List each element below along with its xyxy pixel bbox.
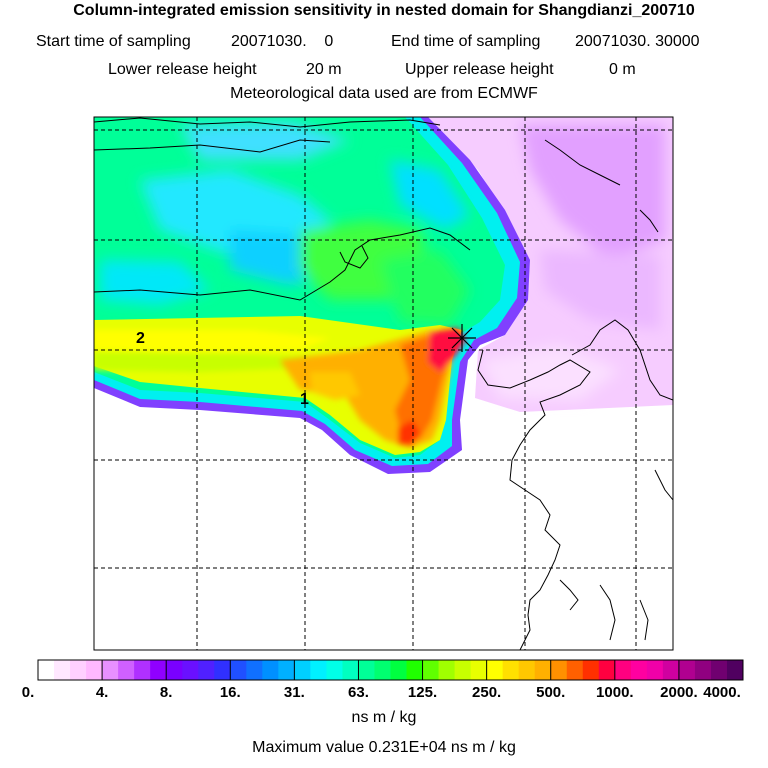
colorbar-bin xyxy=(566,660,584,680)
cyan-patch xyxy=(180,122,350,160)
yellow-light-band xyxy=(94,330,330,352)
colorbar-bin xyxy=(278,660,295,680)
colorbar-tick-label: 500. xyxy=(536,684,566,701)
coastline xyxy=(639,599,649,641)
title: Column-integrated emission sensitivity i… xyxy=(73,2,695,19)
border-line xyxy=(339,245,369,269)
colorbar-bin xyxy=(662,660,680,680)
coastline xyxy=(559,579,579,611)
pink-sensitivity-patch xyxy=(520,125,665,260)
colorbar-bin xyxy=(390,660,408,680)
end-time-label: End time of sampling xyxy=(391,33,541,50)
colorbar-tick-label: 31. xyxy=(283,684,305,701)
colorbar-bin xyxy=(310,660,327,680)
start-time-label: Start time of sampling xyxy=(36,33,191,50)
plume-red xyxy=(398,420,420,446)
coastline xyxy=(599,584,616,641)
green-patch xyxy=(380,250,470,325)
colorbar-bin xyxy=(246,660,263,680)
coastline xyxy=(654,469,673,501)
pink-sensitivity-patch xyxy=(540,250,660,330)
colorbar-tick-label: 1000. xyxy=(596,684,634,701)
colorbar-bin xyxy=(182,660,199,680)
colorbar-bin xyxy=(198,660,215,680)
colorbar-bin xyxy=(294,660,311,680)
colorbar-tick-label: 2000. xyxy=(660,684,698,701)
colorbar-bin xyxy=(534,660,552,680)
colorbar-tick-label: 4. xyxy=(95,684,109,701)
coastline xyxy=(639,209,659,233)
graticule xyxy=(94,117,673,650)
colorbar-bin xyxy=(342,660,359,680)
colorbar-bin xyxy=(118,660,135,680)
colorbar-bin xyxy=(102,660,119,680)
colorbar-tick-label: 125. xyxy=(407,684,438,701)
colorbar-bin xyxy=(582,660,600,680)
colorbar-bin xyxy=(54,660,71,680)
station-star-marker xyxy=(448,324,476,352)
colorbar-bin xyxy=(726,660,744,680)
border-line xyxy=(94,227,471,301)
colorbar-bin xyxy=(230,660,247,680)
maximum-value-line: Maximum value 0.231E+04 ns m / kg xyxy=(252,739,516,756)
colorbar-bin xyxy=(438,660,456,680)
colorbar-bin xyxy=(70,660,87,680)
colorbar-bin xyxy=(470,660,488,680)
coastline xyxy=(571,319,673,401)
coastline xyxy=(477,349,591,650)
coastlines xyxy=(94,117,673,650)
colorbar-bin xyxy=(262,660,279,680)
coastline xyxy=(544,139,621,186)
colorbar-bin xyxy=(134,660,151,680)
colorbar-bin xyxy=(598,660,616,680)
colorbar-tick-label: 4000. xyxy=(703,684,741,701)
route-label-2: 2 xyxy=(136,330,145,347)
colorbar-bin xyxy=(502,660,520,680)
colorbar-bin xyxy=(422,660,440,680)
colorbar-tick-label: 250. xyxy=(472,684,502,701)
colorbar-bin xyxy=(486,660,504,680)
map-frame xyxy=(93,116,674,651)
end-time-value: 20071030. 30000 xyxy=(575,33,700,50)
light-green-band xyxy=(94,352,320,372)
colorbar-bin xyxy=(646,660,664,680)
colorbar-bin xyxy=(454,660,472,680)
lower-height-label: Lower release height xyxy=(108,61,257,78)
colorbar-bin xyxy=(614,660,632,680)
colorbar-bin xyxy=(694,660,712,680)
colorbar-frame xyxy=(37,659,744,681)
colorbar-bin xyxy=(358,660,375,680)
upper-height-label: Upper release height xyxy=(405,61,554,78)
colorbar-bin xyxy=(630,660,648,680)
colorbar-bin xyxy=(406,660,424,680)
colorbar-bin xyxy=(150,660,167,680)
colorbar-bin xyxy=(518,660,536,680)
colorbar-tick-label: 16. xyxy=(219,684,241,701)
border-line xyxy=(94,117,441,128)
route-label-1: 1 xyxy=(300,391,309,408)
colorbar-tick-label: 8. xyxy=(159,684,173,701)
upper-height-value: 0 m xyxy=(609,61,636,78)
colorbar-bin xyxy=(86,660,103,680)
colorbar-bin xyxy=(326,660,343,680)
colorbar-tick-label: 0. xyxy=(21,684,35,701)
cyan-patch xyxy=(390,160,470,230)
colorbar-bin xyxy=(166,660,183,680)
colorbar xyxy=(37,659,744,681)
orange-patch xyxy=(310,372,360,400)
colorbar-bin xyxy=(374,660,391,680)
start-time-value: 20071030. 0 xyxy=(231,33,334,50)
colorbar-bin xyxy=(550,660,568,680)
colorbar-tick-label: 63. xyxy=(348,684,369,701)
lower-height-value: 20 m xyxy=(306,61,342,78)
met-data-line: Meteorological data used are from ECMWF xyxy=(230,85,538,102)
colorbar-unit: ns m / kg xyxy=(351,709,417,726)
colorbar-bin xyxy=(678,660,696,680)
colorbar-bin xyxy=(38,660,55,680)
colorbar-bin xyxy=(710,660,728,680)
colorbar-bin xyxy=(214,660,231,680)
